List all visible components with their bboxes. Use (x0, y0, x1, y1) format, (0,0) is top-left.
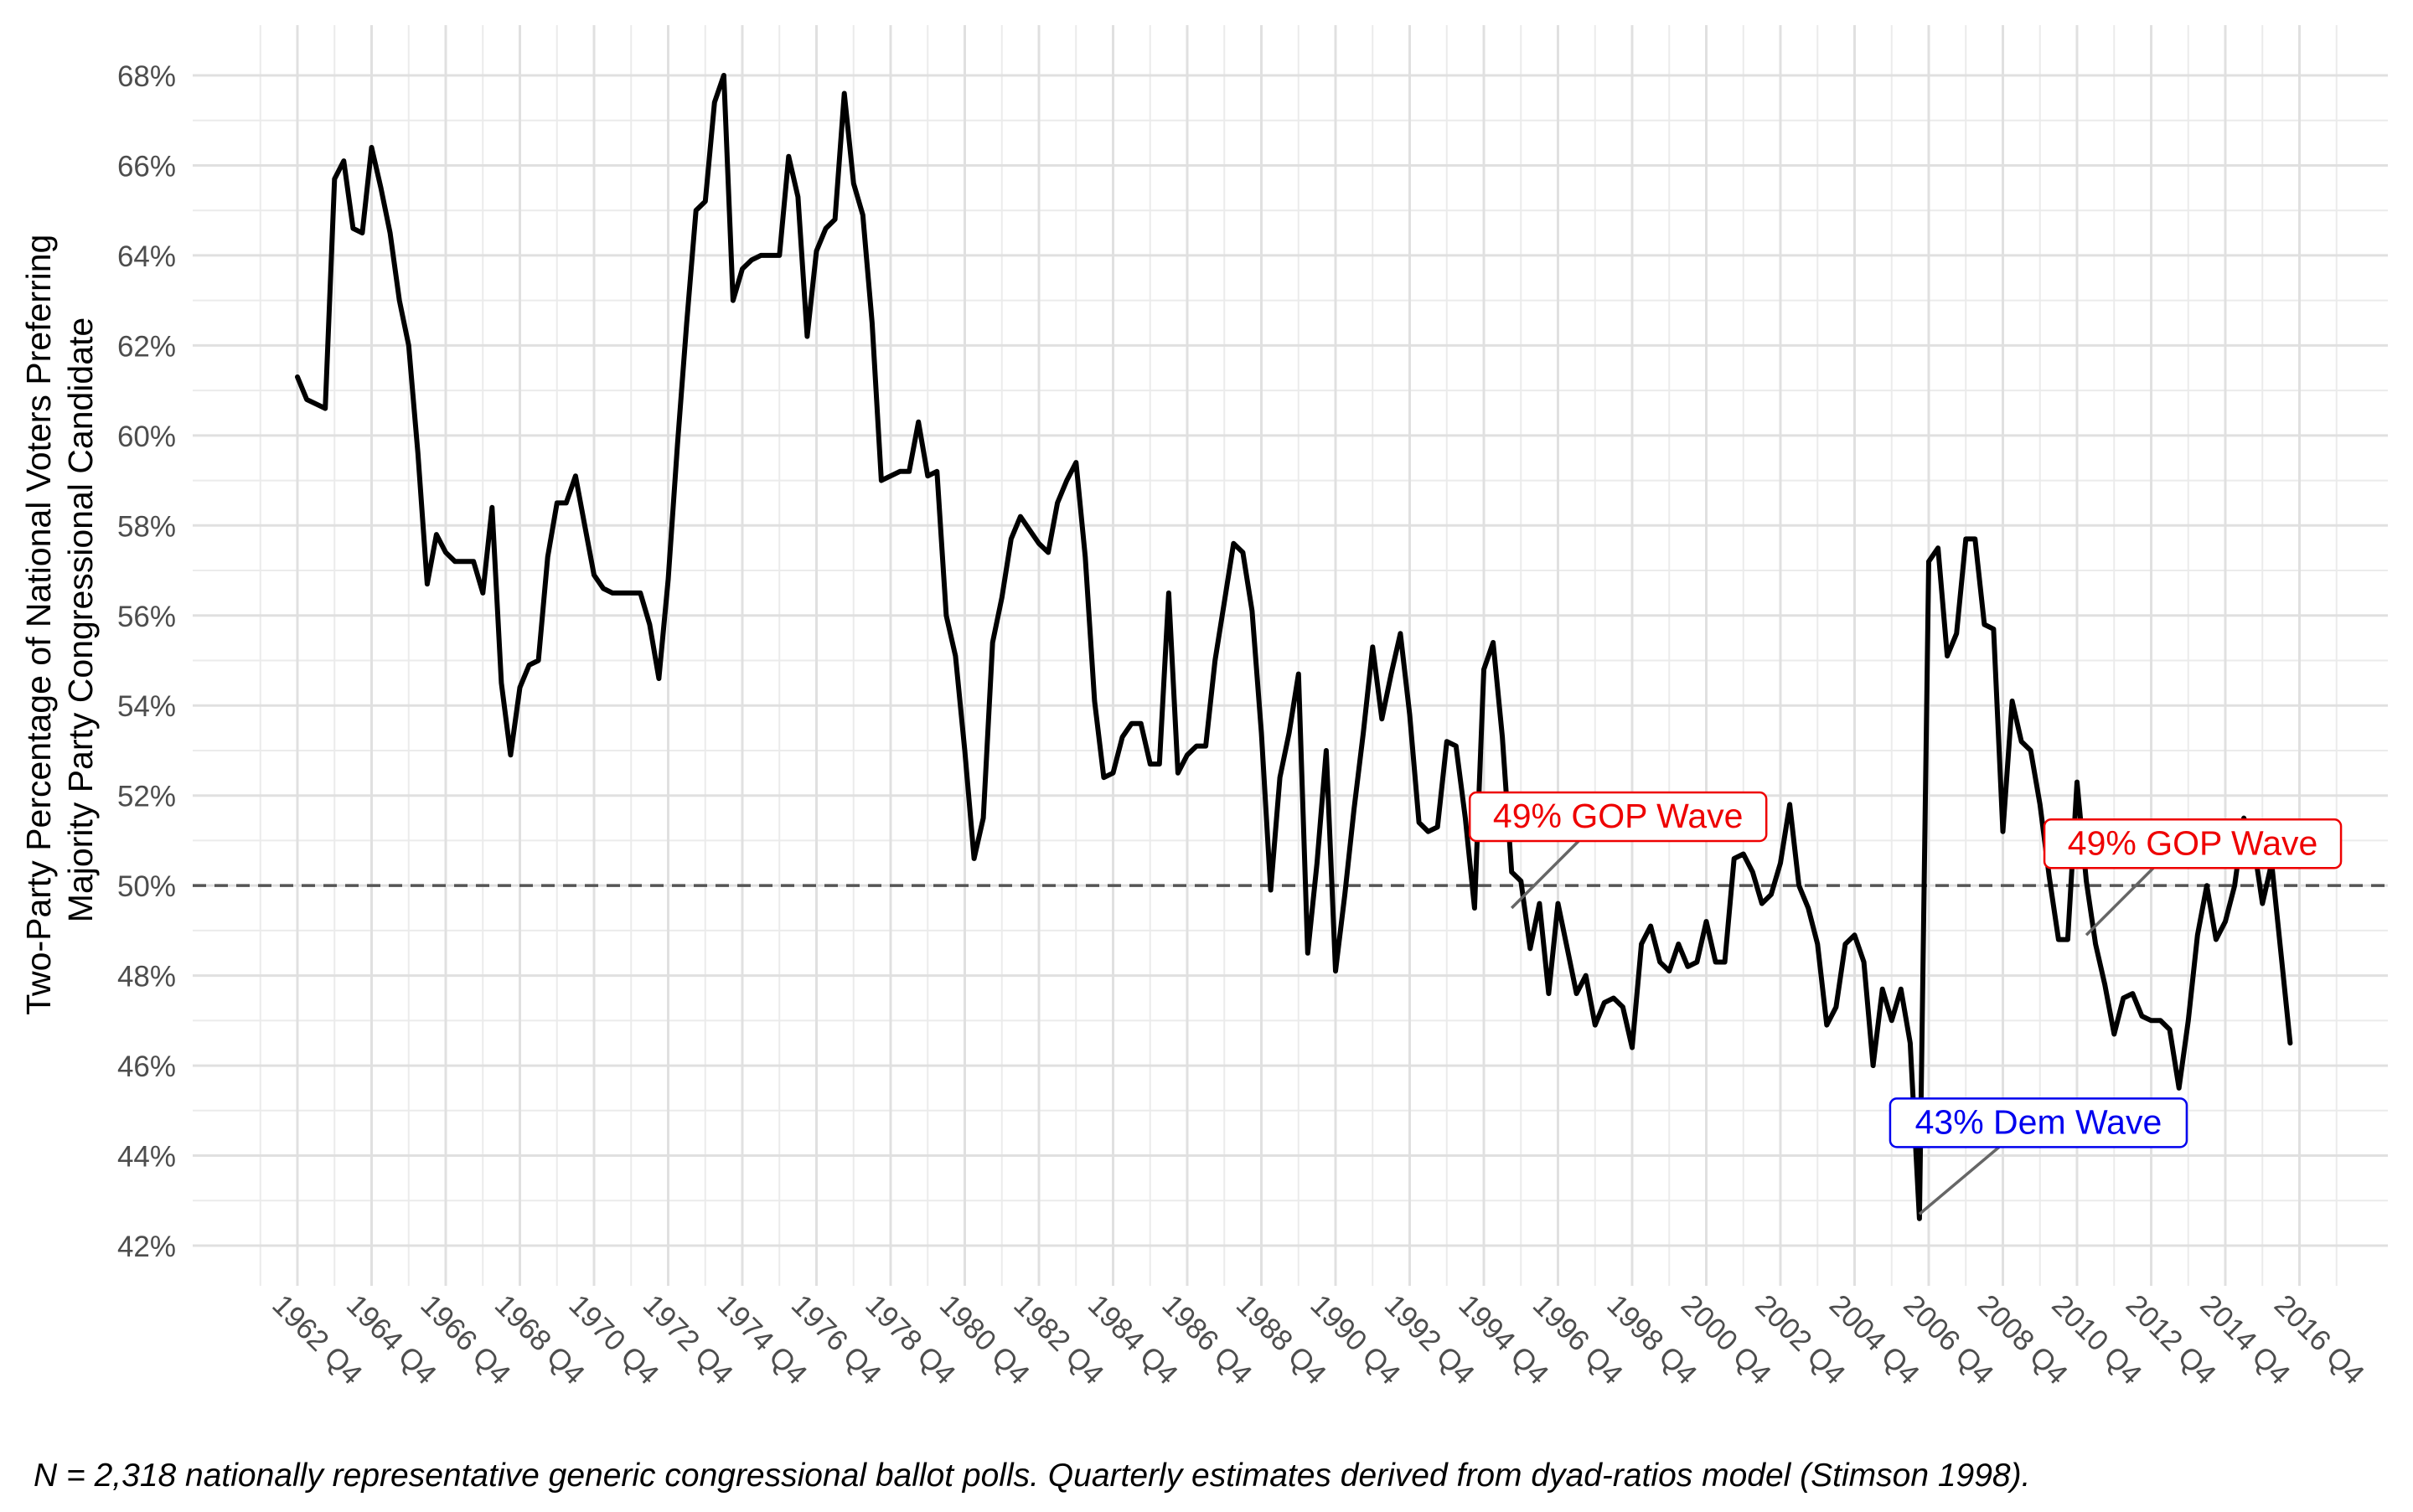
y-tick-label: 64% (117, 240, 176, 273)
y-axis-tick-labels: 42% 44% 46% 48% 50% 52% 54% 56% 58% 60% 62% 64% 66% 6… (117, 60, 176, 1263)
y-axis-label-line-1: Two-Party Percentage of National Voters … (19, 235, 58, 1015)
y-tick-label: 44% (117, 1141, 176, 1174)
series-group (295, 73, 2293, 1221)
annotation-leader-line (2085, 867, 2155, 937)
major-gridlines (193, 25, 2388, 1286)
series-line (295, 73, 2293, 1221)
y-tick-label: 58% (117, 510, 176, 543)
y-tick-label: 68% (117, 60, 176, 93)
y-tick-label: 42% (117, 1231, 176, 1263)
annotations-group: 49% GOP Wave 49% GOP Wave 43% Dem Wave (1468, 791, 2343, 1215)
annotation-box (1889, 1097, 2188, 1148)
y-tick-label: 48% (117, 961, 176, 993)
annotation-label: 49% GOP Wave (1493, 797, 1744, 835)
annotation-leader-line (1918, 1146, 2001, 1215)
y-tick-label: 62% (117, 330, 176, 363)
minor-gridlines (193, 25, 2388, 1286)
y-axis-label: Two-Party Percentage of National Voters … (19, 224, 100, 1014)
annotation-leader-line (1510, 839, 1580, 910)
y-tick-label: 60% (117, 421, 176, 453)
y-axis-label-line-2: Majority Party Congressional Candidate (61, 317, 100, 922)
chart-caption: N = 2,318 nationally representative gene… (34, 1458, 2031, 1494)
annotation-label: 43% Dem Wave (1915, 1102, 2162, 1141)
y-tick-label: 50% (117, 870, 176, 903)
y-tick-label: 46% (117, 1050, 176, 1083)
annotation-label: 49% GOP Wave (2068, 823, 2318, 862)
y-tick-label: 66% (117, 150, 176, 183)
y-tick-label: 56% (117, 601, 176, 633)
y-tick-label: 54% (117, 690, 176, 723)
annotation-box (1468, 791, 1768, 843)
y-tick-label: 52% (117, 781, 176, 813)
annotation-box (2043, 818, 2343, 870)
